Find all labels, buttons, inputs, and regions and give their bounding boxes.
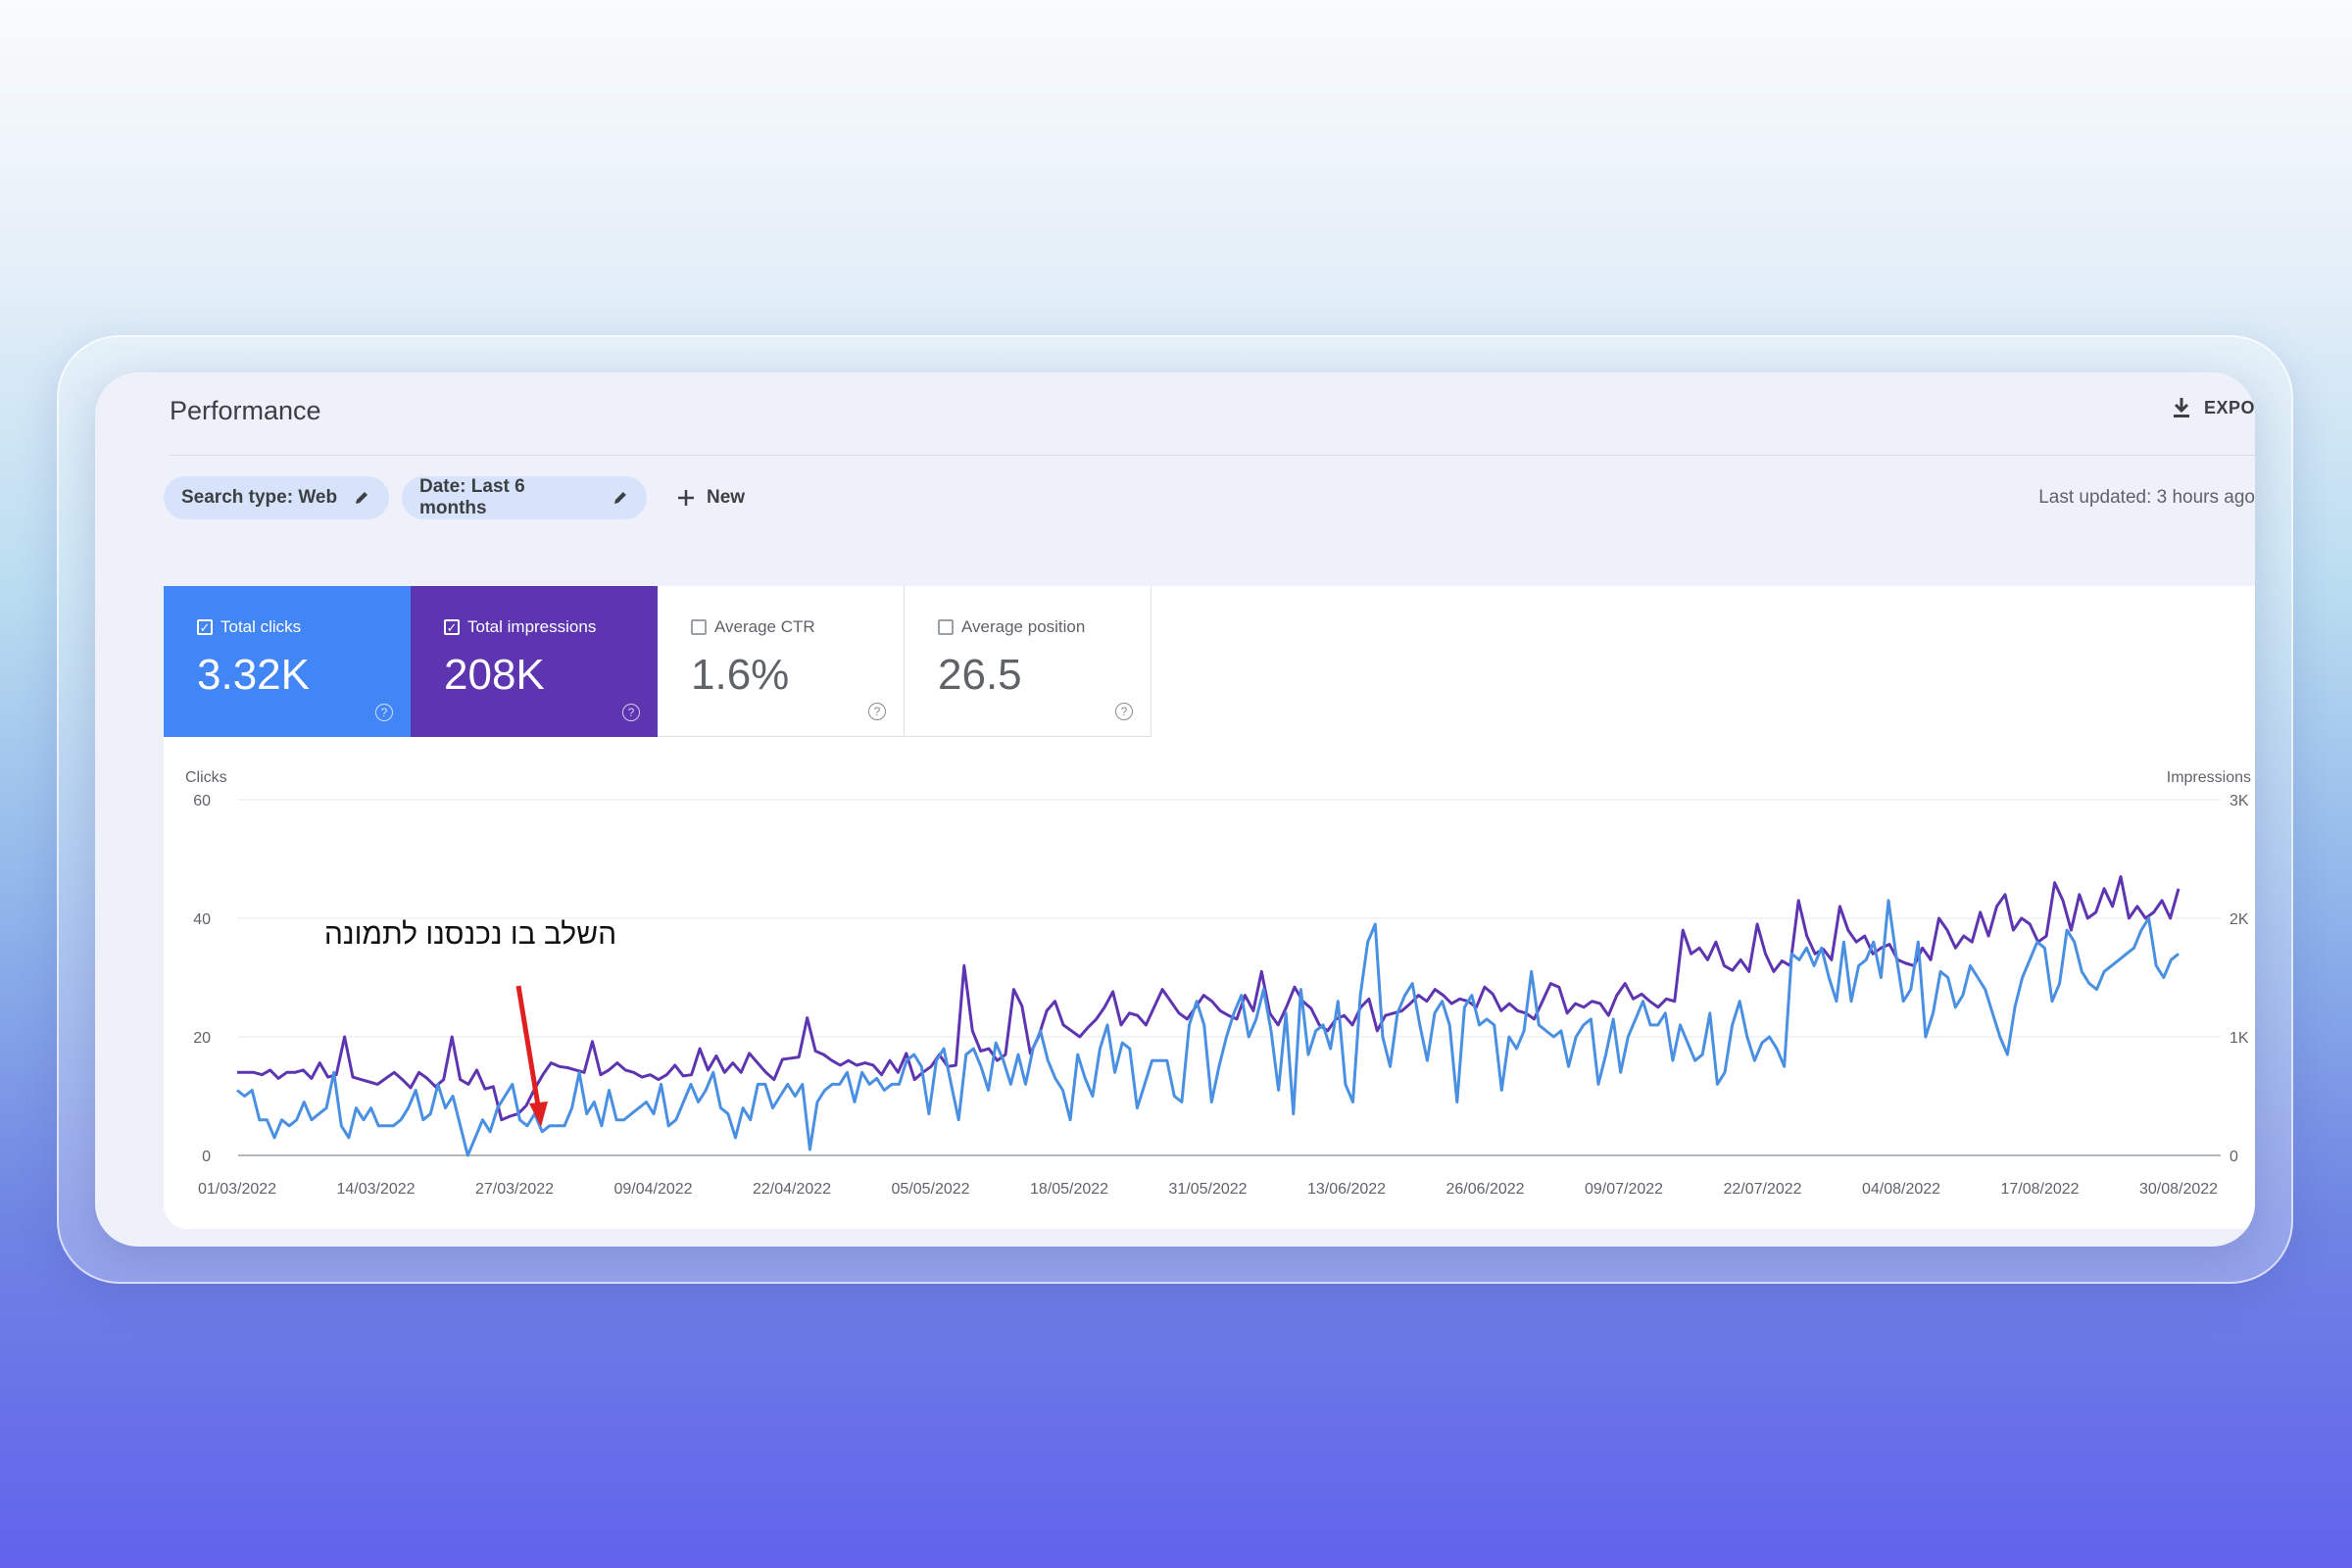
metric-label: Average position xyxy=(961,617,1086,636)
metric-label: Total clicks xyxy=(220,617,302,636)
left-tick-label: 60 xyxy=(193,793,211,809)
plus-icon xyxy=(678,490,694,506)
help-icon[interactable]: ? xyxy=(1115,703,1133,720)
metric-card-average-position[interactable]: Average position 26.5 ? xyxy=(905,586,1152,737)
annotation-arrow xyxy=(515,985,541,1106)
x-tick-label: 05/05/2022 xyxy=(891,1181,969,1198)
date-label: Date: Last 6 months xyxy=(419,476,525,518)
metric-card-total-impressions[interactable]: ✓ Total impressions 208K ? xyxy=(411,586,658,737)
x-tick-label: 26/06/2022 xyxy=(1446,1181,1524,1198)
checkbox-unchecked-icon[interactable] xyxy=(691,619,707,635)
search-type-filter-chip[interactable]: Search type: Web xyxy=(164,476,389,519)
x-tick-label: 04/08/2022 xyxy=(1862,1181,1940,1198)
last-updated-text: Last updated: 3 hours ago xyxy=(2038,487,2255,508)
x-tick-label: 22/07/2022 xyxy=(1723,1181,1801,1198)
left-axis-label: Clicks xyxy=(185,769,227,786)
x-tick-label: 17/08/2022 xyxy=(2000,1181,2079,1198)
x-tick-label: 22/04/2022 xyxy=(753,1181,831,1198)
page-title: Performance xyxy=(170,396,321,425)
x-tick-label: 31/05/2022 xyxy=(1168,1181,1247,1198)
series-line-clicks xyxy=(236,899,2180,1157)
help-icon[interactable]: ? xyxy=(622,704,640,721)
download-icon xyxy=(2173,398,2189,417)
right-tick-label: 1K xyxy=(2230,1030,2249,1047)
new-filter-button[interactable]: New xyxy=(675,476,745,519)
export-label: EXPO xyxy=(2203,397,2255,417)
pencil-icon xyxy=(356,492,368,504)
x-tick-label: 18/05/2022 xyxy=(1030,1181,1108,1198)
right-tick-label: 3K xyxy=(2230,793,2249,809)
right-tick-label: 0 xyxy=(2230,1149,2238,1165)
metric-value: 1.6% xyxy=(691,651,790,699)
report-content: ✓ Total clicks 3.32K ? ✓ Total impressio… xyxy=(164,586,2255,1229)
metric-label: Total impressions xyxy=(467,617,597,636)
checkbox-checked-icon[interactable]: ✓ xyxy=(444,619,460,635)
performance-panel: Performance EXPO Search type: Web Date: … xyxy=(95,372,2255,1247)
performance-chart[interactable]: 0 0 20 1K 40 2K 60 3K Clicks Impressions 01/03/202… xyxy=(164,586,2255,1229)
checkbox-unchecked-icon[interactable] xyxy=(938,619,954,635)
new-label: New xyxy=(707,487,746,508)
metric-card-total-clicks[interactable]: ✓ Total clicks 3.32K ? xyxy=(164,586,411,737)
export-button[interactable]: EXPO xyxy=(2171,396,2255,419)
help-icon[interactable]: ? xyxy=(868,703,886,720)
x-tick-label: 09/04/2022 xyxy=(613,1181,692,1198)
x-tick-label: 30/08/2022 xyxy=(2139,1181,2218,1198)
annotation-text: השלב בו נכנסנו לתמונה xyxy=(324,918,616,951)
metric-value: 26.5 xyxy=(938,651,1022,699)
metric-value: 3.32K xyxy=(197,651,310,699)
x-tick-label: 09/07/2022 xyxy=(1585,1181,1663,1198)
pencil-icon xyxy=(614,492,627,504)
metric-value: 208K xyxy=(444,651,545,699)
x-tick-label: 14/03/2022 xyxy=(336,1181,415,1198)
left-tick-label: 0 xyxy=(202,1149,211,1165)
left-tick-label: 20 xyxy=(193,1030,211,1047)
x-tick-label: 13/06/2022 xyxy=(1307,1181,1386,1198)
x-tick-label: 01/03/2022 xyxy=(198,1181,276,1198)
header-divider xyxy=(170,455,2255,456)
date-filter-chip[interactable]: Date: Last 6 months xyxy=(402,476,647,519)
search-type-label: Search type: Web xyxy=(181,487,338,508)
left-tick-label: 40 xyxy=(193,911,211,928)
checkbox-checked-icon[interactable]: ✓ xyxy=(197,619,213,635)
metric-label: Average CTR xyxy=(714,617,815,636)
x-tick-label: 27/03/2022 xyxy=(475,1181,554,1198)
annotation-arrowhead xyxy=(529,1102,548,1127)
metric-card-average-ctr[interactable]: Average CTR 1.6% ? xyxy=(658,586,905,737)
right-axis-label: Impressions xyxy=(2167,769,2251,786)
series-line-impressions xyxy=(237,875,2180,1122)
help-icon[interactable]: ? xyxy=(375,704,393,721)
right-tick-label: 2K xyxy=(2230,911,2249,928)
